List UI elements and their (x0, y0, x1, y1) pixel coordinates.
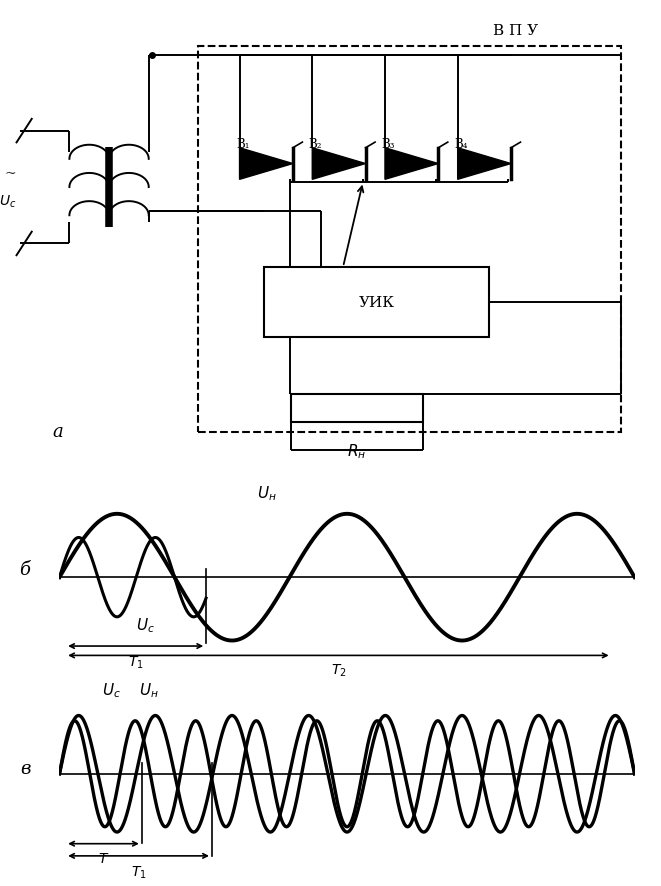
Text: $U_с$: $U_с$ (102, 680, 121, 699)
Text: В₃: В₃ (381, 138, 395, 151)
Text: $T_1$: $T_1$ (131, 863, 147, 880)
Bar (198, 47, 621, 432)
Text: $U_н$: $U_н$ (256, 484, 276, 502)
Polygon shape (385, 149, 438, 180)
Text: В₄: В₄ (454, 138, 467, 151)
Text: $U_с$: $U_с$ (0, 194, 17, 210)
Text: $T$: $T$ (98, 851, 109, 865)
Text: $U_н$: $U_н$ (139, 680, 159, 699)
Text: В₂: В₂ (309, 138, 322, 151)
Text: в: в (20, 759, 30, 778)
Text: $R_н$: $R_н$ (348, 441, 366, 460)
Text: В П У: В П У (493, 24, 538, 37)
Text: В₁: В₁ (236, 138, 249, 151)
Polygon shape (239, 149, 293, 180)
Text: УИК: УИК (359, 296, 395, 310)
Text: ~: ~ (5, 167, 17, 181)
Text: $T_2$: $T_2$ (330, 662, 346, 679)
Text: $U_с$: $U_с$ (136, 616, 155, 634)
Polygon shape (312, 149, 366, 180)
FancyBboxPatch shape (264, 268, 489, 338)
Polygon shape (457, 149, 511, 180)
FancyBboxPatch shape (291, 394, 423, 423)
Text: а: а (53, 423, 63, 440)
Text: б: б (19, 560, 30, 579)
Text: $T_1$: $T_1$ (128, 654, 143, 671)
